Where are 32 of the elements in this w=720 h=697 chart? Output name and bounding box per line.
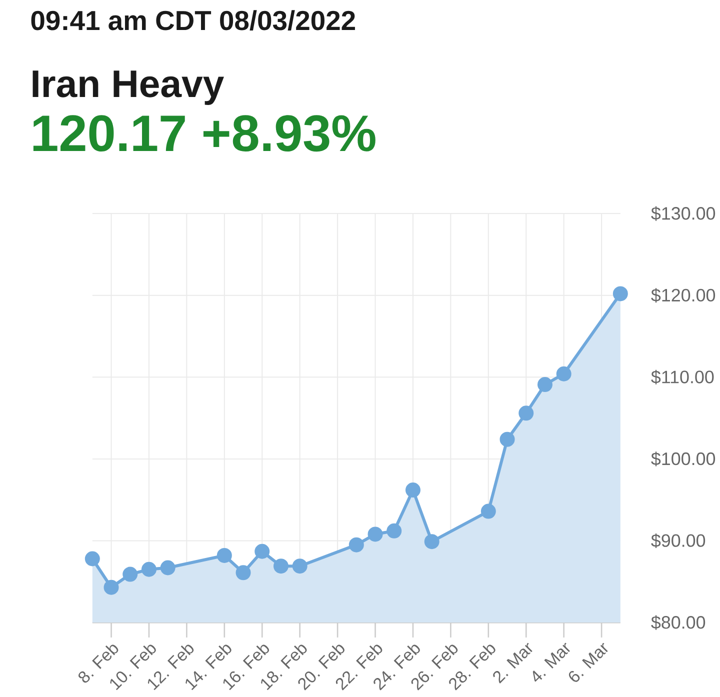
point bbox=[424, 534, 440, 550]
point bbox=[141, 562, 156, 577]
y-tick-label: $80.00 bbox=[651, 615, 706, 630]
point bbox=[480, 504, 496, 519]
point bbox=[104, 580, 119, 595]
point bbox=[556, 366, 572, 382]
x-tick-label: 4. Mar bbox=[532, 642, 570, 682]
point bbox=[273, 558, 288, 574]
point bbox=[500, 432, 515, 447]
point bbox=[84, 551, 100, 566]
point bbox=[386, 523, 402, 538]
point bbox=[405, 482, 420, 498]
y-tick-label: $90.00 bbox=[651, 533, 706, 548]
y-tick-label: $130.00 bbox=[651, 206, 716, 221]
y-tick-label: $100.00 bbox=[651, 452, 716, 466]
point bbox=[216, 548, 232, 563]
point bbox=[348, 537, 364, 552]
y-tick-label: $110.00 bbox=[651, 370, 714, 384]
chart-title: Iran Heavy bbox=[32, 70, 224, 105]
text: 09:41 am CDT 08/03/2022 bbox=[31, 10, 355, 31]
point bbox=[236, 565, 251, 580]
point bbox=[160, 560, 176, 576]
point bbox=[518, 406, 534, 421]
chart-subtitle: 120.17 +8.93% bbox=[33, 115, 376, 152]
point bbox=[368, 526, 383, 542]
point bbox=[292, 558, 308, 574]
y-tick-label: $120.00 bbox=[651, 288, 716, 303]
point bbox=[122, 566, 138, 582]
point bbox=[537, 377, 552, 392]
point bbox=[612, 286, 628, 302]
x-tick-label: 6. Mar bbox=[568, 642, 608, 682]
point bbox=[254, 544, 270, 559]
